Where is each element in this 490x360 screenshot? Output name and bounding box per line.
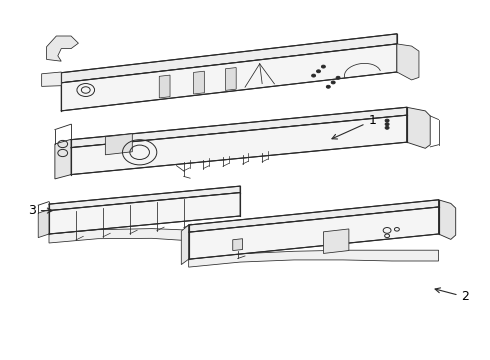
Polygon shape (105, 134, 132, 155)
Polygon shape (71, 115, 407, 175)
Polygon shape (189, 207, 439, 259)
Polygon shape (323, 229, 349, 253)
Circle shape (317, 70, 320, 73)
Polygon shape (233, 239, 243, 251)
Polygon shape (61, 44, 397, 111)
Polygon shape (189, 200, 439, 232)
Polygon shape (49, 186, 240, 211)
Polygon shape (71, 107, 407, 148)
Circle shape (336, 76, 340, 79)
Polygon shape (407, 107, 430, 148)
Polygon shape (38, 210, 49, 238)
Polygon shape (225, 68, 236, 90)
Polygon shape (439, 200, 456, 239)
Circle shape (326, 85, 330, 88)
Polygon shape (189, 250, 439, 267)
Polygon shape (181, 225, 189, 265)
Circle shape (312, 74, 316, 77)
Circle shape (385, 123, 389, 126)
Polygon shape (55, 139, 71, 179)
Polygon shape (49, 193, 240, 234)
Text: 3: 3 (28, 204, 52, 217)
Polygon shape (194, 71, 204, 94)
Circle shape (385, 126, 389, 129)
Text: 2: 2 (435, 288, 469, 303)
Polygon shape (42, 72, 61, 86)
Circle shape (331, 81, 335, 84)
Text: 1: 1 (332, 114, 376, 139)
Polygon shape (61, 34, 397, 83)
Polygon shape (397, 44, 419, 80)
Polygon shape (49, 229, 240, 245)
Polygon shape (47, 36, 78, 61)
Circle shape (321, 65, 325, 68)
Polygon shape (159, 75, 170, 98)
Circle shape (385, 119, 389, 122)
